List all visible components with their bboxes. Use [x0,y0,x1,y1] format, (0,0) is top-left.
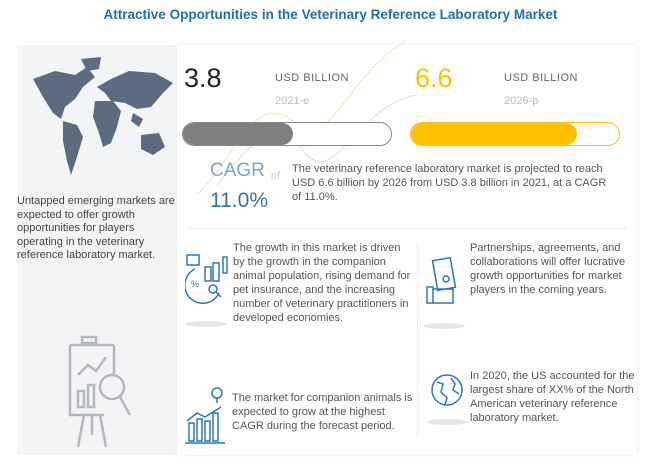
year-2021: 2021-e [275,95,310,107]
bar-2026-fill [411,123,578,145]
cagr-value: 11.0% [210,189,268,212]
bar-2021-fill [183,123,294,145]
insight-text-1: The growth in this market is driven by t… [233,242,411,324]
icon-shadow [185,321,227,327]
growth-analysis-icon: % [185,254,228,304]
svg-text:%: % [191,279,199,289]
world-map-icon [33,57,173,175]
insight-text-4: In 2020, the US accounted for the larges… [470,370,635,424]
cagr-of: of [271,170,281,182]
left-panel-text: Untapped emerging markets are expected t… [17,195,175,261]
bar-2021 [182,122,392,146]
left-panel: Untapped emerging markets are expected t… [17,45,177,455]
insight-text-3: The market for companion animals is expe… [232,392,413,432]
globe-icon [431,374,463,406]
year-2026: 2026-p [504,95,539,107]
value-2026: 6.6 [415,63,453,93]
money-hand-icon [426,257,457,304]
value-2021: 3.8 [184,63,222,93]
divider [417,245,418,435]
bar-growth-icon [185,387,225,444]
cagr-label: CAGR [210,160,265,181]
divider [187,228,627,229]
page-title: Attractive Opportunities in the Veterina… [103,7,558,22]
icon-shadow [423,323,465,329]
bar-2026 [410,122,620,146]
cagr-summary: The veterinary reference laboratory mark… [292,163,607,203]
icon-shadow [426,419,468,425]
unit-2021: USD BILLION [275,72,349,84]
analytics-board-icon [68,335,132,448]
right-panel: 3.8 USD BILLION 2021-e 6.6 USD BILLION 2… [177,39,637,455]
insight-text-2: Partnerships, agreements, and collaborat… [470,242,626,296]
unit-2026: USD BILLION [504,72,578,84]
